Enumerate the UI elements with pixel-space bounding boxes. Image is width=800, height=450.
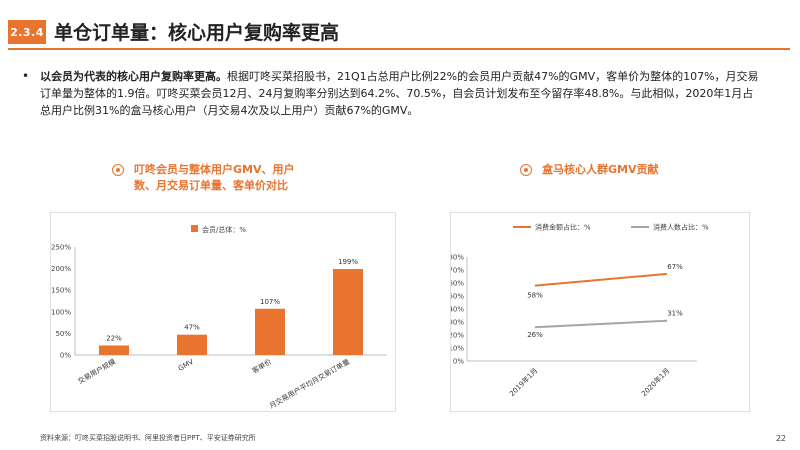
- legend-label: 消费金额占比：%: [535, 223, 591, 232]
- legend-swatch: [191, 225, 198, 232]
- page-title: 单仓订单量：核心用户复购率更高: [54, 22, 340, 44]
- bullet-text: 根据叮咚买菜招股书，21Q1占总用户比例22%的会员用户贡献47%的GMV，客单…: [40, 70, 759, 117]
- bar-value-label: 22%: [106, 334, 122, 342]
- y-tick-label: 30%: [451, 319, 464, 327]
- series-line: [534, 319, 668, 329]
- y-tick-label: 20%: [451, 332, 464, 340]
- bar-chart-panel: 会员/总体：% 0% 50% 100% 150% 200% 250% 22% 交易用户规模 47%…: [50, 212, 396, 412]
- x-category-label: 月交易用户平均月交易订单量: [268, 357, 351, 410]
- y-tick-label: 40%: [451, 306, 464, 314]
- y-tick-label: 0%: [60, 352, 71, 360]
- bullet-dot-icon: •: [22, 69, 30, 83]
- bar: [99, 345, 129, 355]
- bar-value-label: 107%: [260, 298, 280, 306]
- y-tick-label: 50%: [451, 293, 464, 301]
- y-tick-label: 60%: [451, 280, 464, 288]
- point-value-label: 58%: [527, 292, 543, 300]
- bar: [333, 269, 363, 355]
- x-category-label: 2019年1月: [507, 366, 539, 398]
- source-note: 资料来源：叮咚买菜招股说明书、阿里投资者日PPT、平安证券研究所: [40, 434, 256, 442]
- y-tick-label: 250%: [51, 244, 71, 252]
- point-value-label: 67%: [667, 263, 683, 271]
- header: 2.3.4 单仓订单量：核心用户复购率更高: [0, 0, 800, 54]
- y-tick-label: 80%: [451, 254, 464, 262]
- x-category-label: 客单价: [250, 357, 273, 375]
- x-category-label: 2020年1月: [639, 366, 671, 398]
- bullet-lead: 以会员为代表的核心用户复购率更高。: [40, 70, 227, 83]
- left-panel-title-line2: 数、月交易订单量、客单价对比: [134, 179, 288, 192]
- y-tick-label: 100%: [51, 308, 71, 316]
- bullet-paragraph: • 以会员为代表的核心用户复购率更高。根据叮咚买菜招股书，21Q1占总用户比例2…: [22, 68, 760, 119]
- y-tick-label: 0%: [453, 358, 464, 366]
- bar: [177, 334, 207, 355]
- right-panel-title: 盒马核心人群GMV贡献: [520, 162, 659, 178]
- right-panel-title-text: 盒马核心人群GMV贡献: [542, 163, 659, 176]
- section-badge: 2.3.4: [8, 20, 46, 44]
- target-icon: [520, 164, 532, 176]
- x-category-label: GMV: [177, 358, 195, 373]
- line-chart: 消费金额占比：% 消费人数占比：% 0% 10% 20% 30% 40% 50% 60% 70% 8…: [448, 223, 709, 399]
- y-tick-label: 70%: [451, 267, 464, 275]
- point-value-label: 26%: [527, 331, 543, 339]
- bar-value-label: 47%: [184, 324, 200, 332]
- line-chart-panel: 消费金额占比：% 消费人数占比：% 0% 10% 20% 30% 40% 50% 60% 70% 8…: [448, 212, 750, 412]
- bar-value-label: 199%: [338, 258, 358, 266]
- x-category-label: 交易用户规模: [76, 357, 117, 386]
- page-number: 22: [775, 434, 786, 443]
- bar: [255, 308, 285, 355]
- y-tick-label: 150%: [51, 287, 71, 295]
- point-value-label: 31%: [667, 310, 683, 318]
- left-panel-title-line1: 叮咚会员与整体用户GMV、用户: [134, 163, 295, 176]
- y-tick-label: 50%: [55, 330, 71, 338]
- y-tick-label: 200%: [51, 265, 71, 273]
- legend-label: 消费人数占比：%: [653, 223, 709, 232]
- left-panel-title: 叮咚会员与整体用户GMV、用户 数、月交易订单量、客单价对比: [112, 162, 295, 194]
- series-line: [534, 272, 668, 287]
- header-rule: [8, 48, 790, 50]
- bar-chart: 会员/总体：% 0% 50% 100% 150% 200% 250% 22% 交易用户规模 47%…: [51, 225, 387, 410]
- y-tick-label: 10%: [451, 345, 464, 353]
- legend-label: 会员/总体：%: [202, 225, 246, 234]
- target-icon: [112, 164, 124, 176]
